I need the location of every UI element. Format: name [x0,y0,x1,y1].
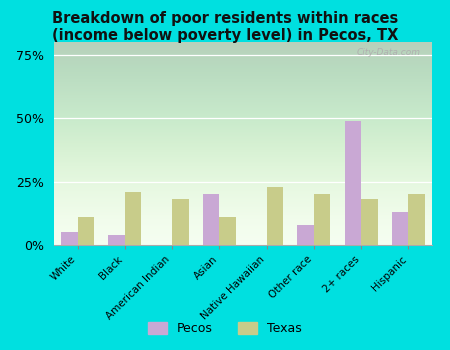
Bar [61,232,77,245]
Legend: Pecos, Texas: Pecos, Texas [144,317,306,340]
Bar [108,235,125,245]
Bar [203,194,220,245]
Bar [361,199,378,245]
Text: City-Data.com: City-Data.com [357,48,421,57]
Bar [409,194,425,245]
Bar [297,225,314,245]
Text: Breakdown of poor residents within races
(income below poverty level) in Pecos, : Breakdown of poor residents within races… [52,10,398,43]
Bar [392,212,409,245]
Bar [314,194,330,245]
Bar [172,199,189,245]
Bar [220,217,236,245]
Bar [125,192,141,245]
Bar [266,187,283,245]
Bar [77,217,94,245]
Bar [345,121,361,245]
